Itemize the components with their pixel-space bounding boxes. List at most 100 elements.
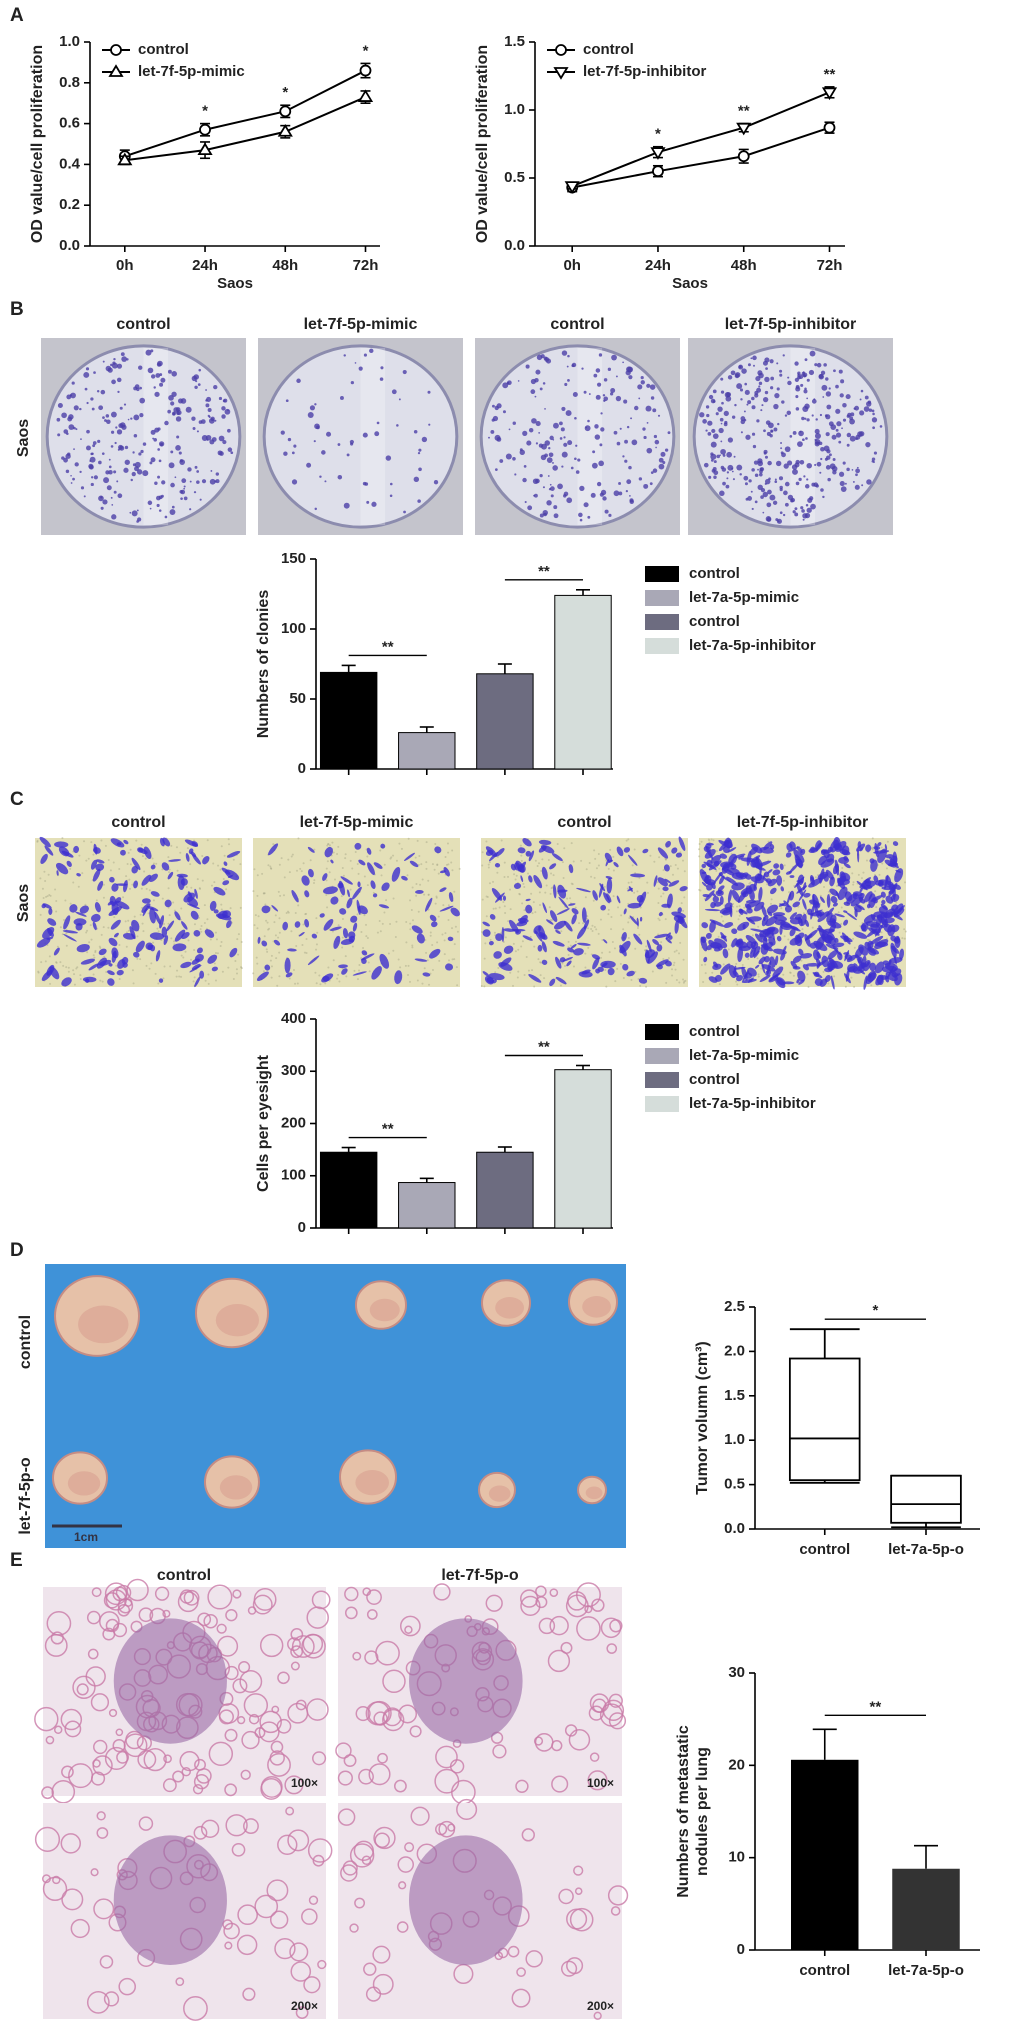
pore [507,875,510,878]
pore [300,870,303,873]
colony [741,368,747,374]
column-label: control [550,316,604,333]
colony [782,513,786,517]
pore [204,979,207,982]
cell [890,942,897,958]
point [564,181,580,194]
pore [503,861,506,864]
colony [215,479,220,484]
photo [258,338,463,535]
pore [295,869,298,872]
pore [605,985,608,988]
pore [520,945,523,948]
pore [833,975,836,978]
colony [611,354,617,361]
pore [126,862,129,865]
colony [773,427,778,432]
pore [423,967,426,970]
cell [788,862,800,874]
alveolus [93,1739,108,1755]
pore [36,840,39,843]
pore [544,891,547,894]
colony [757,458,763,464]
colony [112,361,116,365]
pore [682,859,685,862]
cell [802,898,807,910]
colony [720,422,723,425]
pore [363,875,366,878]
cell [549,978,556,987]
pore [147,912,150,915]
colony [836,421,842,427]
pore [411,886,414,889]
colony [626,366,633,373]
pore [155,862,158,865]
cell [863,891,873,903]
cell [44,845,54,856]
pore [145,964,148,967]
photo-bg [35,838,242,987]
colony [350,442,354,446]
colony [598,460,604,467]
colony [65,469,70,474]
colony [218,396,223,401]
pore [411,944,414,947]
cell [857,962,865,972]
legend-label: control [689,613,740,630]
alveolus [243,1693,269,1718]
alveolus [90,1693,110,1712]
cell [884,844,888,851]
alveolus [117,1603,131,1617]
cell [714,938,728,949]
pore [715,850,718,853]
pore [560,930,563,933]
y-tick-label: 200 [281,1114,306,1131]
pore [766,876,769,879]
pore [198,887,201,890]
colony [70,392,76,399]
pore [727,948,730,951]
colony [88,463,94,469]
cell [557,884,567,899]
cell [834,859,840,876]
alveolus [162,1609,171,1618]
alveolus [566,1957,584,1975]
cell [719,853,728,859]
nodule [113,1618,227,1744]
nodule [113,1835,227,1965]
colony [155,373,161,378]
alveolus [398,1704,418,1724]
y-tick-label: 0.8 [59,74,80,91]
pore [252,890,255,893]
alveolus [335,1742,352,1759]
y-tick-label: 100 [281,620,306,637]
colony [821,384,828,391]
pore [358,963,361,966]
cell [792,955,802,963]
pore [55,910,58,913]
pore [409,899,412,902]
colony [727,375,733,380]
colony [831,434,837,440]
colony [774,393,780,399]
pore [426,959,429,962]
pore [376,931,379,934]
alveolus [52,1875,61,1885]
pore [676,867,679,870]
alveolus [566,1908,588,1930]
pore [871,837,874,840]
pore [660,941,663,944]
pore [207,982,210,985]
colony [846,414,850,418]
pore [569,897,572,900]
colony [804,417,807,420]
pore [263,935,266,938]
pore [184,950,187,953]
alveolus [41,1786,54,1800]
colony [799,430,802,433]
colony [157,427,161,431]
cell [604,852,613,862]
cell [508,919,519,934]
cell [194,888,198,899]
cell [202,855,210,865]
